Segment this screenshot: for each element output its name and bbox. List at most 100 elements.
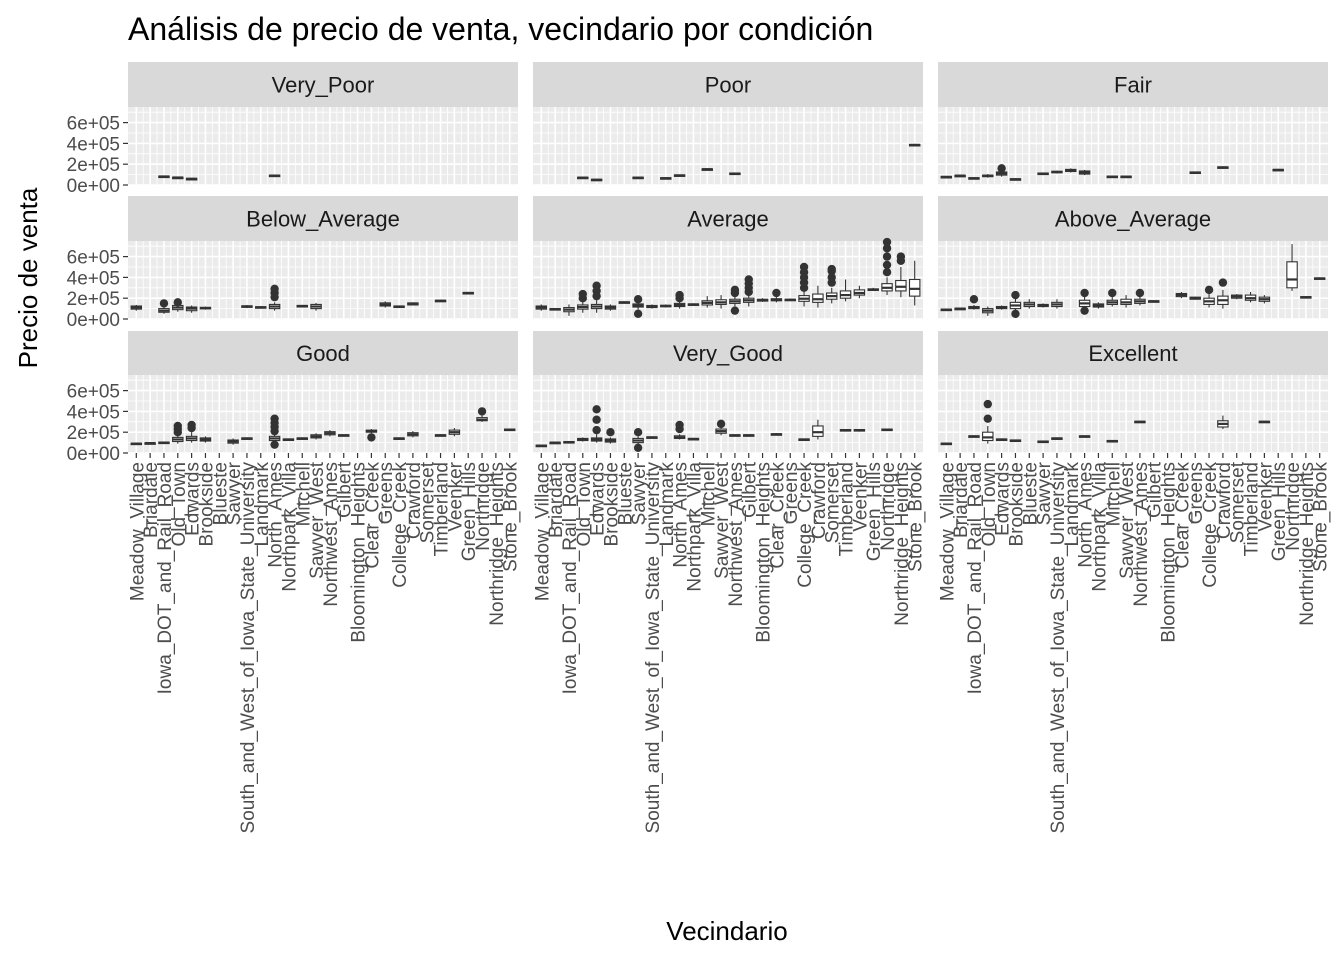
x-tick-label: Northpark_Villa [279, 462, 300, 592]
x-tick-label: Stone_Brook [1311, 462, 1332, 572]
y-tick-label: 0e+00 [67, 310, 120, 331]
outlier-point [716, 419, 726, 429]
box-sawyer-west [715, 419, 727, 436]
outlier-point [997, 164, 1006, 173]
box-clear-creek [1175, 291, 1188, 299]
box-northpark-villa [282, 438, 295, 442]
box-veenker [1258, 420, 1271, 424]
box-edwards [185, 177, 198, 181]
x-tick-label: Meadow_Village [127, 462, 148, 601]
x-tick-label: Clear_Creek [362, 462, 383, 569]
box-green-hills [867, 287, 879, 291]
x-tick-label: Stone_Brook [906, 462, 927, 572]
box-meadow-village [940, 308, 953, 312]
facet-strip-label: Good [296, 341, 350, 366]
facet-strip [533, 331, 923, 375]
x-tick-label: Mitchell [293, 462, 314, 526]
box-veenker [448, 428, 461, 437]
x-tick-label: Veenker [445, 461, 466, 531]
x-tick-label: Crawford [1214, 462, 1235, 539]
outlier-point [730, 306, 740, 315]
box-northpark-villa [687, 303, 700, 306]
box-northwest-ames [1134, 420, 1146, 424]
outlier-point [1204, 285, 1214, 295]
box-edwards [185, 420, 198, 443]
box-south-and-west-of-iowa-state-university [646, 304, 658, 309]
x-tick-label: Northridge_Heights [892, 462, 913, 626]
box-sawyer [227, 438, 239, 445]
box-edwards [995, 438, 1008, 442]
x-tick-label: Crawford [809, 462, 830, 539]
outlier-point [173, 298, 182, 307]
box-northridge [881, 428, 893, 432]
box-brookside [1009, 439, 1022, 443]
outlier-point [592, 281, 601, 290]
x-tick-label: Blueste [615, 462, 636, 525]
box-south-and-west-of-iowa-state-university [241, 437, 253, 440]
x-tick-label: Iowa_DOT_and_Rail_Road [155, 462, 176, 694]
box-college-creek [798, 262, 810, 307]
facet-strip-label: Fair [1114, 73, 1152, 98]
y-tick-label: 6e+05 [67, 382, 120, 403]
outlier-point [1011, 290, 1020, 300]
x-tick-label: Northwest_Ames [321, 462, 342, 607]
x-tick-label: Brookside [196, 462, 217, 547]
box-iqr [1286, 261, 1298, 289]
x-tick-label: Northridge [1283, 462, 1304, 551]
outlier-point [633, 295, 643, 304]
y-tick-label: 0e+00 [67, 176, 120, 197]
box-crawford [407, 431, 419, 438]
box-south-and-west-of-iowa-state-university [1051, 299, 1063, 309]
x-tick-label: South_and_West_of_Iowa_State_University [238, 462, 259, 834]
box-crawford [812, 419, 824, 440]
box-northpark-villa [1092, 302, 1105, 309]
box-north-ames [268, 174, 281, 178]
box-northridge [476, 407, 488, 422]
x-tick-label: Sawyer [224, 461, 245, 525]
box-brookside [604, 428, 617, 444]
box-timberland [1244, 291, 1257, 303]
outlier-point [827, 273, 836, 282]
y-tick-label: 4e+05 [67, 268, 120, 289]
box-old-town [172, 298, 184, 312]
box-stone-brook [908, 143, 921, 147]
outlier-point [882, 237, 892, 247]
x-tick-label: Bloomington_Heights [349, 462, 370, 643]
box-old-town [577, 176, 589, 180]
x-tick-label: Timberland [432, 462, 453, 556]
box-mitchell [701, 296, 713, 308]
x-tick-label: Landmark [1062, 462, 1083, 547]
outlier-point [159, 299, 169, 308]
x-tick-label: Bloomington_Heights [1159, 462, 1180, 643]
facet-strip [533, 62, 923, 107]
outlier-point [187, 420, 196, 430]
box-landmark [660, 177, 672, 180]
x-tick-label: Northpark_Villa [684, 462, 705, 592]
outlier-point [675, 420, 684, 430]
facet-panel-good: Good0e+002e+054e+056e+05Meadow_VillageBr… [67, 331, 522, 833]
outlier-point [1108, 288, 1117, 298]
facet-strip-label: Very_Poor [272, 73, 375, 98]
box-mitchell [1106, 288, 1118, 307]
box-old-town [982, 399, 994, 444]
x-tick-label: Sawyer [1034, 461, 1055, 525]
x-tick-label: Veenker [1255, 461, 1276, 531]
box-sawyer-west [1120, 295, 1132, 308]
x-tick-label: Brookside [601, 462, 622, 547]
x-tick-label: Northwest_Ames [1131, 462, 1152, 607]
x-tick-label: Sawyer [629, 461, 650, 525]
facet-strip [128, 331, 518, 375]
outlier-point [1080, 288, 1089, 298]
box-stone-brook [503, 428, 516, 432]
box-south-and-west-of-iowa-state-university [1051, 437, 1063, 440]
box-greens [1189, 296, 1201, 300]
facet-strip [128, 196, 518, 241]
x-tick-label: Briardale [951, 462, 972, 538]
x-tick-label: Gilbert [335, 461, 356, 518]
box-brookside [199, 306, 212, 310]
box-timberland [839, 279, 852, 302]
box-brookside [604, 304, 617, 311]
box-green-hills [1272, 168, 1284, 172]
x-tick-label: Mitchell [698, 462, 719, 526]
